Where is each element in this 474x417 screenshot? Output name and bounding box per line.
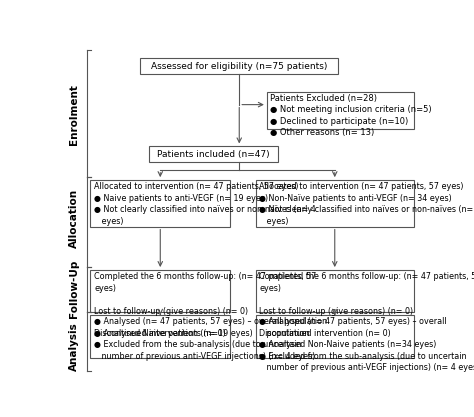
Text: Patients Excluded (n=28)
● Not meeting inclusion criteria (n=5)
● Declined to pa: Patients Excluded (n=28) ● Not meeting i… — [271, 94, 432, 137]
Text: Analysis: Analysis — [69, 323, 79, 372]
Text: Follow-Up: Follow-Up — [69, 260, 79, 319]
Text: Allocation: Allocation — [69, 189, 79, 248]
FancyBboxPatch shape — [267, 92, 414, 129]
Text: Allocated to intervention (n= 47 patients, 57 eyes)
● Non-Naïve patients to anti: Allocated to intervention (n= 47 patient… — [259, 182, 474, 226]
FancyBboxPatch shape — [256, 180, 414, 227]
Text: ● Analysed (n= 47 patients, 57 eyes) – overall
   population
● Analysed Non-Naiv: ● Analysed (n= 47 patients, 57 eyes) – o… — [259, 317, 474, 372]
FancyBboxPatch shape — [256, 270, 414, 312]
Text: Completed the 6 months follow-up: (n= 47 patients, 57
eyes)

Lost to follow-up (: Completed the 6 months follow-up: (n= 47… — [94, 272, 317, 339]
Text: Patients included (n=47): Patients included (n=47) — [157, 150, 270, 158]
Text: Allocated to intervention (n= 47 patients, 57 eyes)
● Naive patients to anti-VEG: Allocated to intervention (n= 47 patient… — [94, 182, 316, 226]
Text: ● Analysed (n= 47 patients, 57 eyes) – overall population
● Analysed Naive patie: ● Analysed (n= 47 patients, 57 eyes) – o… — [94, 317, 327, 361]
FancyBboxPatch shape — [91, 180, 230, 227]
Text: Completed the 6 months follow-up: (n= 47 patients, 57
eyes)

Lost to follow-up (: Completed the 6 months follow-up: (n= 47… — [259, 272, 474, 339]
FancyBboxPatch shape — [256, 315, 414, 358]
Text: Assessed for eligibility (n=75 patients): Assessed for eligibility (n=75 patients) — [151, 62, 328, 70]
FancyBboxPatch shape — [140, 58, 338, 74]
FancyBboxPatch shape — [149, 146, 278, 162]
FancyBboxPatch shape — [91, 270, 230, 312]
FancyBboxPatch shape — [91, 315, 230, 358]
Text: Enrolment: Enrolment — [69, 84, 79, 145]
